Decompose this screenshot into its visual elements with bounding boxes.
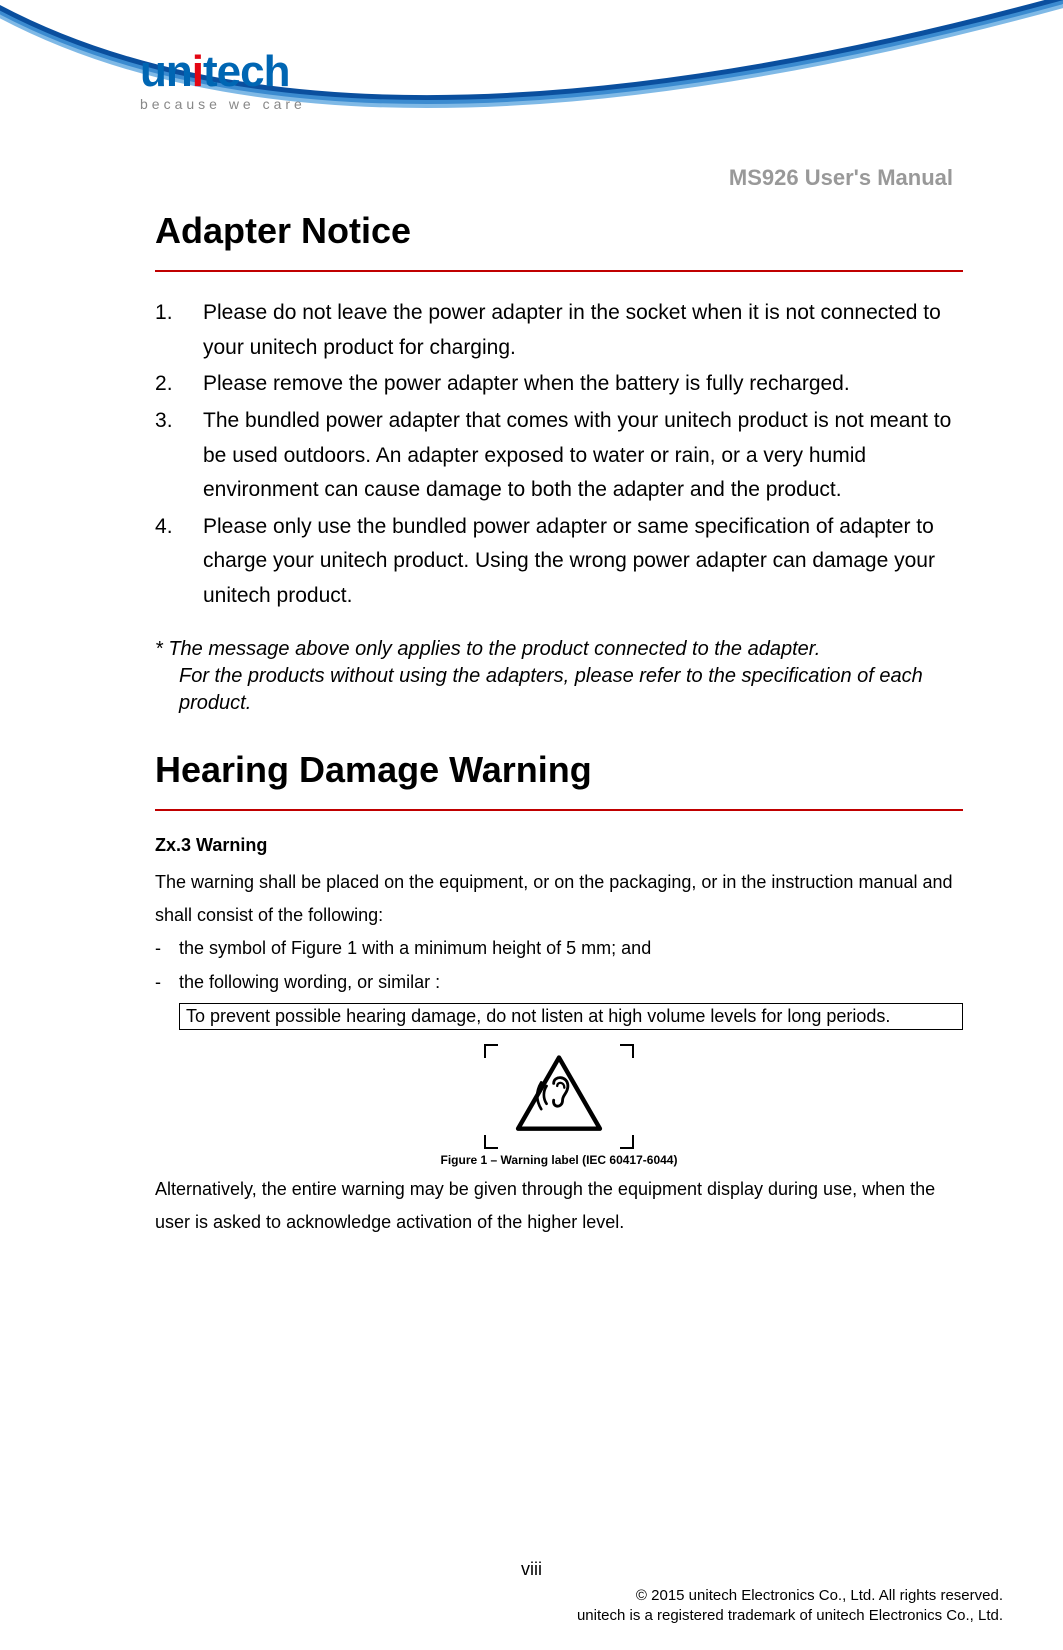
hearing-outro: Alternatively, the entire warning may be… — [155, 1173, 963, 1240]
section-divider — [155, 809, 963, 811]
document-title: MS926 User's Manual — [729, 165, 953, 191]
hearing-warning-box: To prevent possible hearing damage, do n… — [179, 1003, 963, 1030]
footnote-line2: For the products without using the adapt… — [167, 663, 963, 717]
list-item: the symbol of Figure 1 with a minimum he… — [155, 932, 963, 965]
list-item: The bundled power adapter that comes wit… — [155, 404, 963, 508]
logo-suffix: tech — [203, 47, 289, 96]
footnote-line1: * The message above only applies to the … — [155, 638, 820, 660]
adapter-notice-list: Please do not leave the power adapter in… — [155, 296, 963, 614]
logo-prefix: un — [140, 47, 192, 96]
hearing-warning-icon — [514, 1054, 604, 1134]
list-item: Please only use the bundled power adapte… — [155, 510, 963, 614]
list-item: Please remove the power adapter when the… — [155, 367, 963, 402]
hearing-bullets: the symbol of Figure 1 with a minimum he… — [155, 932, 963, 999]
section-adapter-title: Adapter Notice — [155, 210, 963, 252]
figure-caption: Figure 1 – Warning label (IEC 60417-6044… — [155, 1153, 963, 1167]
logo: unitech because we care — [140, 50, 306, 112]
page-number: viii — [0, 1559, 1063, 1580]
hearing-subtitle: Zx.3 Warning — [155, 835, 963, 856]
hearing-intro: The warning shall be placed on the equip… — [155, 866, 963, 933]
copyright-line2: unitech is a registered trademark of uni… — [577, 1606, 1003, 1626]
warning-figure: Figure 1 – Warning label (IEC 60417-6044… — [155, 1044, 963, 1167]
logo-brand: unitech — [140, 50, 306, 94]
section-hearing-title: Hearing Damage Warning — [155, 749, 963, 791]
copyright-line1: © 2015 unitech Electronics Co., Ltd. All… — [577, 1586, 1003, 1606]
adapter-footnote: * The message above only applies to the … — [155, 636, 963, 717]
logo-dot: i — [192, 47, 203, 96]
section-divider — [155, 270, 963, 272]
logo-tagline: because we care — [140, 96, 306, 112]
list-item: the following wording, or similar : — [155, 966, 963, 999]
copyright: © 2015 unitech Electronics Co., Ltd. All… — [577, 1586, 1003, 1627]
list-item: Please do not leave the power adapter in… — [155, 296, 963, 365]
